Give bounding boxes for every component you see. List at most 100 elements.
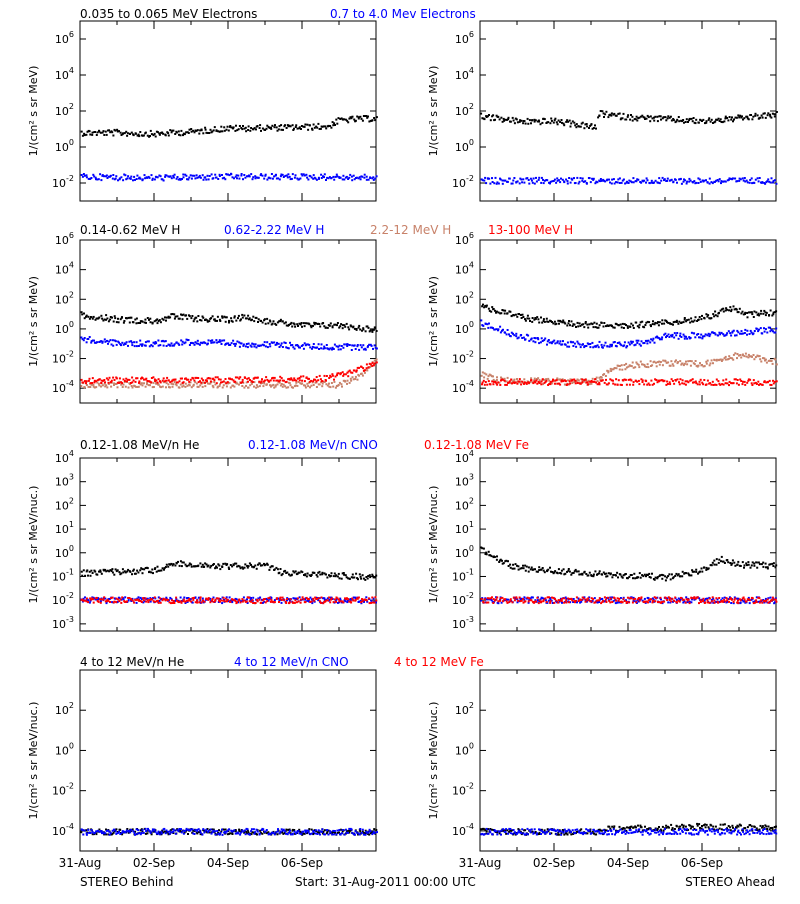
- data-point: [131, 377, 133, 379]
- data-point: [587, 574, 589, 576]
- data-point: [261, 564, 263, 566]
- data-point: [252, 316, 254, 318]
- data-point: [136, 377, 138, 379]
- data-point: [722, 308, 724, 310]
- data-point: [678, 116, 680, 118]
- data-point: [212, 177, 214, 179]
- data-point: [574, 324, 576, 326]
- data-point: [526, 566, 528, 568]
- data-point: [306, 575, 308, 577]
- data-point: [654, 342, 656, 344]
- data-point: [266, 179, 268, 181]
- data-point: [197, 315, 199, 317]
- data-point: [766, 362, 768, 364]
- data-point: [650, 325, 652, 327]
- data-point: [326, 344, 328, 346]
- data-point: [358, 325, 360, 327]
- data-point: [361, 373, 363, 375]
- data-point: [330, 322, 332, 324]
- data-point: [695, 360, 697, 362]
- data-point: [221, 602, 223, 604]
- data-point: [728, 358, 730, 360]
- data-point: [275, 174, 277, 176]
- data-point: [636, 340, 638, 342]
- data-point: [308, 598, 310, 600]
- data-point: [266, 318, 268, 320]
- data-point: [517, 121, 519, 123]
- data-point: [556, 377, 558, 379]
- data-point: [603, 116, 605, 118]
- data-point: [201, 566, 203, 568]
- data-point: [530, 568, 532, 570]
- data-point: [294, 323, 296, 325]
- data-point: [269, 321, 271, 323]
- data-point: [141, 601, 143, 603]
- data-point: [672, 380, 674, 382]
- data-point: [159, 600, 161, 602]
- data-point: [757, 381, 759, 383]
- data-point: [548, 596, 550, 598]
- data-point: [663, 323, 665, 325]
- data-point: [689, 602, 691, 604]
- data-point: [274, 377, 276, 379]
- data-point: [558, 323, 560, 325]
- data-point: [524, 120, 526, 122]
- data-point: [690, 180, 692, 182]
- data-point: [188, 381, 190, 383]
- data-point: [304, 573, 306, 575]
- data-point: [320, 174, 322, 176]
- data-point: [554, 179, 556, 181]
- data-point: [297, 128, 299, 130]
- data-point: [568, 601, 570, 603]
- y-tick-label: 10-4: [452, 379, 474, 395]
- data-point: [138, 386, 140, 388]
- data-point: [601, 322, 603, 324]
- data-point: [316, 179, 318, 181]
- data-point: [347, 375, 349, 377]
- data-point: [125, 131, 127, 133]
- data-point: [681, 575, 683, 577]
- data-point: [509, 311, 511, 313]
- data-point: [699, 571, 701, 573]
- data-point: [359, 329, 361, 331]
- data-point: [564, 323, 566, 325]
- data-point: [106, 340, 108, 342]
- data-point: [151, 569, 153, 571]
- data-point: [742, 383, 744, 385]
- data-point: [219, 175, 221, 177]
- data-point: [211, 339, 213, 341]
- data-point: [155, 342, 157, 344]
- data-point: [732, 559, 734, 561]
- data-point: [219, 320, 221, 322]
- data-point: [631, 365, 633, 367]
- data-point: [134, 345, 136, 347]
- data-point: [526, 177, 528, 179]
- data-point: [674, 597, 676, 599]
- data-point: [336, 174, 338, 176]
- data-point: [86, 380, 88, 382]
- data-point: [135, 573, 137, 575]
- data-point: [322, 322, 324, 324]
- data-point: [500, 597, 502, 599]
- data-point: [252, 178, 254, 180]
- data-point: [684, 363, 686, 365]
- data-point: [179, 380, 181, 382]
- data-point: [687, 121, 689, 123]
- data-point: [750, 567, 752, 569]
- data-point: [594, 378, 596, 380]
- data-point: [686, 181, 688, 183]
- data-point: [557, 602, 559, 604]
- data-point: [718, 597, 720, 599]
- data-point: [358, 349, 360, 351]
- data-point: [86, 174, 88, 176]
- data-point: [129, 322, 131, 324]
- data-point: [193, 320, 195, 322]
- data-point: [105, 314, 107, 316]
- data-point: [748, 118, 750, 120]
- data-point: [640, 182, 642, 184]
- data-point: [769, 327, 771, 329]
- data-point: [362, 120, 364, 122]
- data-point: [581, 378, 583, 380]
- data-point: [622, 323, 624, 325]
- data-point: [554, 570, 556, 572]
